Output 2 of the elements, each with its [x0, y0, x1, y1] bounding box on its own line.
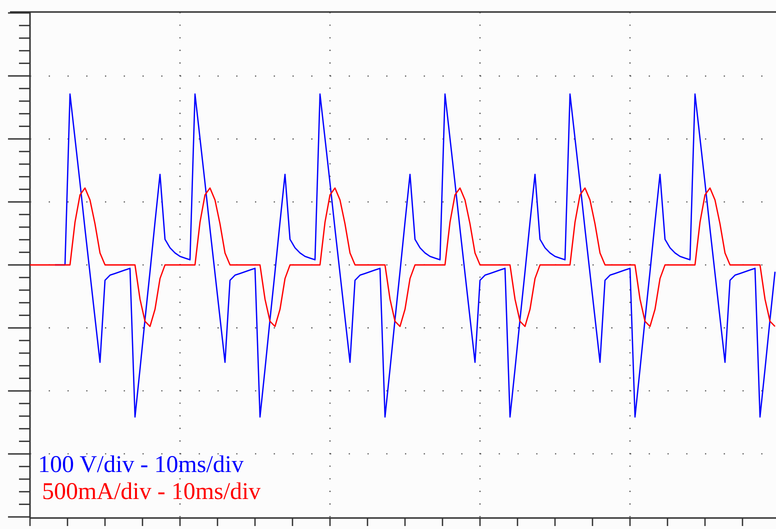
text: 500mA/div - 10ms/div	[42, 479, 261, 505]
text: 100 V/div - 10ms/div	[38, 452, 244, 478]
